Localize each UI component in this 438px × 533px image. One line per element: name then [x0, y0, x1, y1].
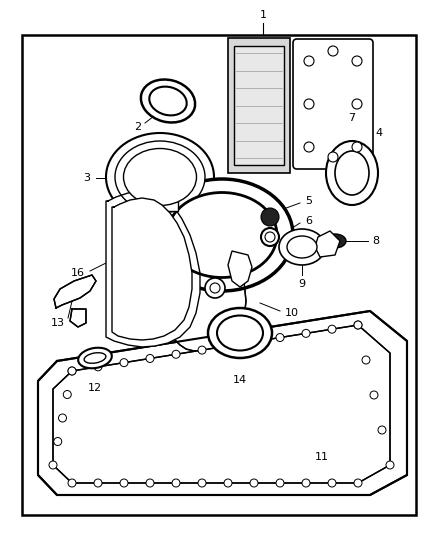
- Text: 12: 12: [88, 383, 102, 393]
- Ellipse shape: [279, 229, 325, 265]
- Circle shape: [54, 438, 62, 446]
- Circle shape: [94, 363, 102, 371]
- Polygon shape: [160, 193, 178, 211]
- Polygon shape: [38, 311, 407, 495]
- Circle shape: [198, 479, 206, 487]
- Circle shape: [198, 346, 206, 354]
- Circle shape: [370, 391, 378, 399]
- Ellipse shape: [106, 133, 214, 221]
- Text: 1: 1: [259, 10, 266, 20]
- Text: 11: 11: [315, 452, 329, 462]
- Circle shape: [328, 152, 338, 162]
- Circle shape: [94, 479, 102, 487]
- Circle shape: [328, 479, 336, 487]
- Polygon shape: [70, 309, 86, 327]
- Circle shape: [265, 232, 275, 242]
- Circle shape: [172, 479, 180, 487]
- Circle shape: [386, 461, 394, 469]
- Bar: [234, 46, 284, 165]
- Text: 8: 8: [372, 236, 379, 246]
- Ellipse shape: [335, 151, 369, 195]
- Polygon shape: [53, 325, 390, 483]
- Ellipse shape: [324, 234, 346, 248]
- Circle shape: [63, 391, 71, 399]
- Circle shape: [352, 56, 362, 66]
- Text: 2: 2: [134, 122, 141, 132]
- Circle shape: [250, 479, 258, 487]
- Circle shape: [276, 334, 284, 342]
- Text: 10: 10: [285, 308, 299, 318]
- Circle shape: [354, 321, 362, 329]
- Circle shape: [224, 342, 232, 350]
- Polygon shape: [54, 275, 96, 308]
- Circle shape: [261, 208, 279, 226]
- Text: 15: 15: [208, 253, 222, 263]
- Circle shape: [250, 338, 258, 346]
- Text: 16: 16: [71, 268, 85, 278]
- Circle shape: [59, 414, 67, 422]
- Text: 14: 14: [233, 375, 247, 385]
- Circle shape: [276, 479, 284, 487]
- Circle shape: [302, 479, 310, 487]
- Circle shape: [352, 99, 362, 109]
- Circle shape: [120, 359, 128, 367]
- Text: 7: 7: [349, 113, 356, 123]
- Polygon shape: [115, 190, 246, 351]
- Circle shape: [328, 46, 338, 56]
- Circle shape: [328, 325, 336, 333]
- Circle shape: [120, 479, 128, 487]
- Circle shape: [354, 479, 362, 487]
- Circle shape: [49, 461, 57, 469]
- Circle shape: [172, 350, 180, 358]
- Circle shape: [205, 278, 225, 298]
- Ellipse shape: [84, 353, 106, 364]
- Ellipse shape: [141, 79, 195, 123]
- Polygon shape: [106, 191, 200, 347]
- Circle shape: [224, 479, 232, 487]
- Circle shape: [378, 426, 386, 434]
- Ellipse shape: [78, 348, 112, 368]
- Text: 7: 7: [133, 230, 140, 240]
- Circle shape: [362, 356, 370, 364]
- Circle shape: [352, 142, 362, 152]
- Ellipse shape: [151, 179, 293, 291]
- Circle shape: [68, 367, 76, 375]
- FancyBboxPatch shape: [293, 39, 373, 169]
- Bar: [22, 35, 416, 515]
- Circle shape: [304, 99, 314, 109]
- Circle shape: [68, 367, 76, 375]
- Circle shape: [210, 283, 220, 293]
- Circle shape: [261, 228, 279, 246]
- Polygon shape: [228, 251, 252, 287]
- Ellipse shape: [208, 308, 272, 358]
- Ellipse shape: [326, 141, 378, 205]
- Text: 5: 5: [305, 196, 312, 206]
- Text: 13: 13: [51, 318, 65, 328]
- Polygon shape: [315, 231, 340, 257]
- Ellipse shape: [124, 149, 197, 206]
- Text: 4: 4: [375, 128, 382, 138]
- Text: 9: 9: [298, 279, 306, 289]
- Ellipse shape: [287, 236, 317, 258]
- Bar: [228, 38, 290, 173]
- Ellipse shape: [167, 192, 277, 278]
- Text: 3: 3: [83, 173, 90, 183]
- Text: 6: 6: [305, 216, 312, 226]
- Ellipse shape: [217, 316, 263, 351]
- Circle shape: [68, 479, 76, 487]
- Ellipse shape: [115, 141, 205, 213]
- Circle shape: [304, 142, 314, 152]
- Circle shape: [302, 329, 310, 337]
- Circle shape: [146, 354, 154, 362]
- Ellipse shape: [149, 86, 187, 115]
- Polygon shape: [112, 198, 192, 340]
- Circle shape: [354, 321, 362, 329]
- Circle shape: [146, 479, 154, 487]
- Circle shape: [304, 56, 314, 66]
